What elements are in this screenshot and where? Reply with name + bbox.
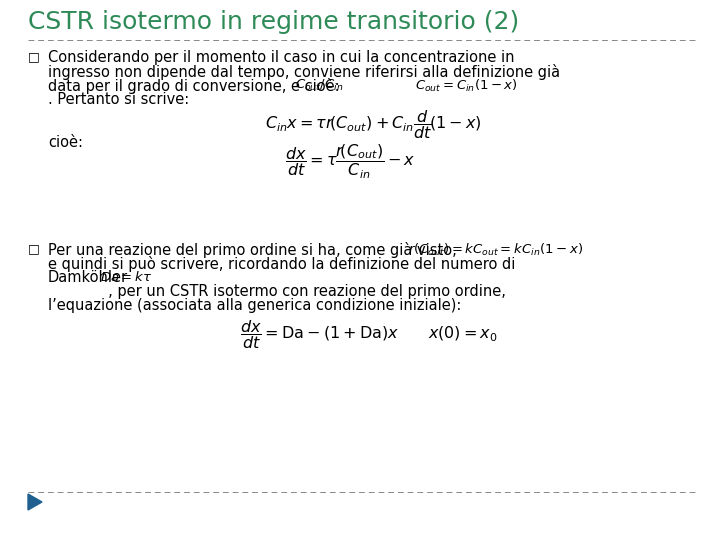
Polygon shape [28,494,42,510]
Text: □: □ [28,50,40,63]
Text: $C_{out}/C_{in}$: $C_{out}/C_{in}$ [295,78,343,93]
Text: e quindi si può scrivere, ricordando la definizione del numero di: e quindi si può scrivere, ricordando la … [48,256,516,272]
Text: l’equazione (associata alla generica condizione iniziale):: l’equazione (associata alla generica con… [48,298,462,313]
Text: . Pertanto si scrive:: . Pertanto si scrive: [48,92,189,107]
Text: $\dfrac{dx}{dt}=\tau\dfrac{r\!\left(C_{out}\right)}{C_{in}}-x$: $\dfrac{dx}{dt}=\tau\dfrac{r\!\left(C_{o… [285,142,415,181]
Text: $r(C_{out})=kC_{out}=kC_{in}(1-x)$: $r(C_{out})=kC_{out}=kC_{in}(1-x)$ [408,242,583,258]
Text: Considerando per il momento il caso in cui la concentrazione in: Considerando per il momento il caso in c… [48,50,515,65]
Text: $\dfrac{dx}{dt}=\mathrm{Da}-\left(1+\mathrm{Da}\right)x\qquad x(0)=x_{0}$: $\dfrac{dx}{dt}=\mathrm{Da}-\left(1+\mat… [240,318,498,351]
Text: data per il grado di conversione, e cioè:: data per il grado di conversione, e cioè… [48,78,340,94]
Text: $Da = k\tau$: $Da = k\tau$ [100,270,153,284]
Text: Per una reazione del primo ordine si ha, come già visto,: Per una reazione del primo ordine si ha,… [48,242,456,258]
Text: CSTR isotermo in regime transitorio (2): CSTR isotermo in regime transitorio (2) [28,10,519,34]
Text: , per un CSTR isotermo con reazione del primo ordine,: , per un CSTR isotermo con reazione del … [48,284,506,299]
Text: $C_{out} = C_{in}(1-x)$: $C_{out} = C_{in}(1-x)$ [415,78,518,94]
Text: ingresso non dipende dal tempo, conviene riferirsi alla definizione già: ingresso non dipende dal tempo, conviene… [48,64,560,80]
Text: cioè:: cioè: [48,135,83,150]
Text: Damköhler: Damköhler [48,270,128,285]
Text: □: □ [28,242,40,255]
Text: $C_{in}x = \tau r\!\left(C_{out}\right)+C_{in}\dfrac{d}{dt}\!\left(1-x\right)$: $C_{in}x = \tau r\!\left(C_{out}\right)+… [265,108,482,141]
